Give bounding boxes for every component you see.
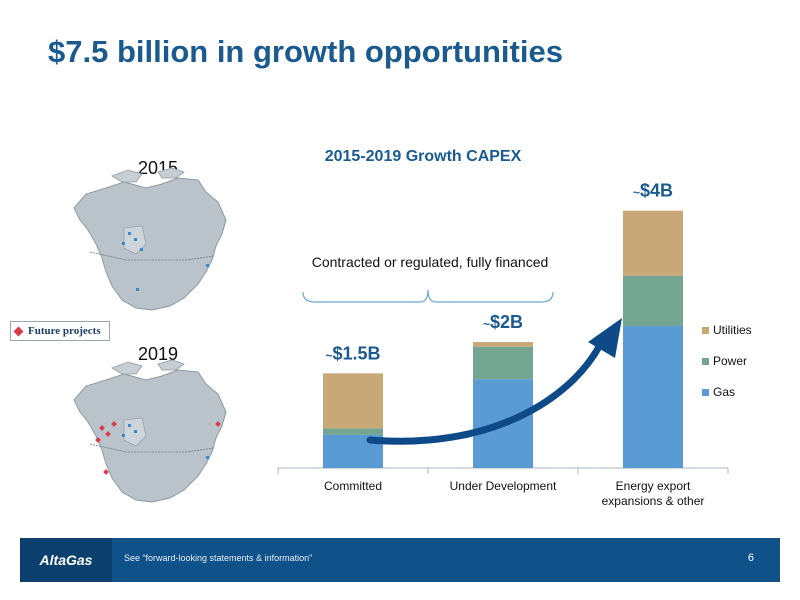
future-projects-label: Future projects: [28, 325, 101, 337]
legend-label-power: Power: [713, 354, 747, 368]
north-america-map-2019: [73, 360, 227, 503]
legend-swatch-gas: [702, 389, 709, 396]
bar-gas: [623, 326, 683, 468]
bar-power: [323, 428, 383, 435]
legend-swatch-power: [702, 358, 709, 365]
bar-utilities: [323, 373, 383, 429]
bar-power: [623, 275, 683, 327]
altagas-logo: AltaGas: [20, 538, 112, 582]
legend-label-utilities: Utilities: [713, 323, 752, 337]
total-label: ~$1.5B: [325, 343, 380, 363]
future-projects-legend: Future projects: [10, 321, 110, 341]
bar-utilities: [473, 342, 533, 347]
legend-label-gas: Gas: [713, 385, 735, 399]
logo-text: AltaGas: [39, 552, 93, 568]
total-label: ~$2B: [483, 312, 523, 332]
total-label: ~$4B: [633, 181, 673, 201]
slide-title: $7.5 billion in growth opportunities: [48, 34, 563, 69]
category-label: expansions & other: [602, 494, 705, 508]
map-year-2019: 2019: [138, 344, 179, 364]
category-label: Committed: [324, 479, 382, 493]
north-america-map-2015: [73, 168, 227, 311]
growth-capex-chart: 2015-2019 Growth CAPEX Committed Under Dev…: [277, 148, 752, 508]
chart-title: 2015-2019 Growth CAPEX: [325, 148, 522, 165]
page-number: 6: [747, 552, 754, 564]
bracket: [302, 289, 554, 303]
growth-arrow: [366, 341, 604, 445]
bar-utilities: [623, 210, 683, 276]
footer-bar: AltaGas See “forward-looking statements …: [20, 538, 780, 582]
bracket-label: Contracted or regulated, fully financed: [312, 254, 549, 270]
category-label: Energy export: [616, 479, 691, 493]
future-project-diamond-icon: [13, 326, 24, 336]
legend-swatch-utilities: [702, 327, 709, 334]
category-label: Under Development: [450, 479, 557, 493]
bar-power: [473, 346, 533, 380]
forward-looking-note: See “forward-looking statements & inform…: [124, 553, 313, 563]
growth-arrow-head: [588, 318, 622, 358]
